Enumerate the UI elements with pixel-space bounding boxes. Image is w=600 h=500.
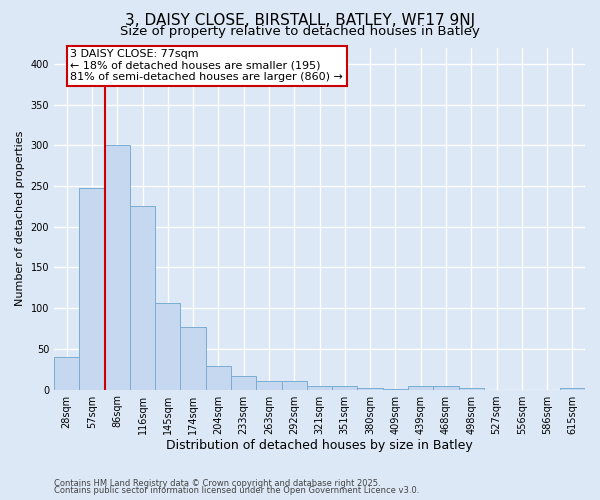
Text: Size of property relative to detached houses in Batley: Size of property relative to detached ho… — [120, 25, 480, 38]
X-axis label: Distribution of detached houses by size in Batley: Distribution of detached houses by size … — [166, 440, 473, 452]
Bar — [79, 188, 104, 390]
Bar — [231, 376, 256, 390]
Bar — [408, 386, 433, 390]
Bar — [383, 389, 408, 390]
Bar — [281, 382, 307, 390]
Bar — [458, 388, 484, 390]
Bar — [155, 303, 181, 390]
Text: 3, DAISY CLOSE, BIRSTALL, BATLEY, WF17 9NJ: 3, DAISY CLOSE, BIRSTALL, BATLEY, WF17 9… — [125, 12, 475, 28]
Text: Contains public sector information licensed under the Open Government Licence v3: Contains public sector information licen… — [54, 486, 419, 495]
Text: Contains HM Land Registry data © Crown copyright and database right 2025.: Contains HM Land Registry data © Crown c… — [54, 478, 380, 488]
Bar — [130, 206, 155, 390]
Bar — [206, 366, 231, 390]
Bar — [54, 357, 79, 390]
Bar — [358, 388, 383, 390]
Bar — [256, 380, 281, 390]
Text: 3 DAISY CLOSE: 77sqm
← 18% of detached houses are smaller (195)
81% of semi-deta: 3 DAISY CLOSE: 77sqm ← 18% of detached h… — [70, 49, 343, 82]
Bar — [181, 327, 206, 390]
Bar — [560, 388, 585, 390]
Y-axis label: Number of detached properties: Number of detached properties — [15, 131, 25, 306]
Bar — [433, 386, 458, 390]
Bar — [104, 145, 130, 390]
Bar — [307, 386, 332, 390]
Bar — [332, 386, 358, 390]
